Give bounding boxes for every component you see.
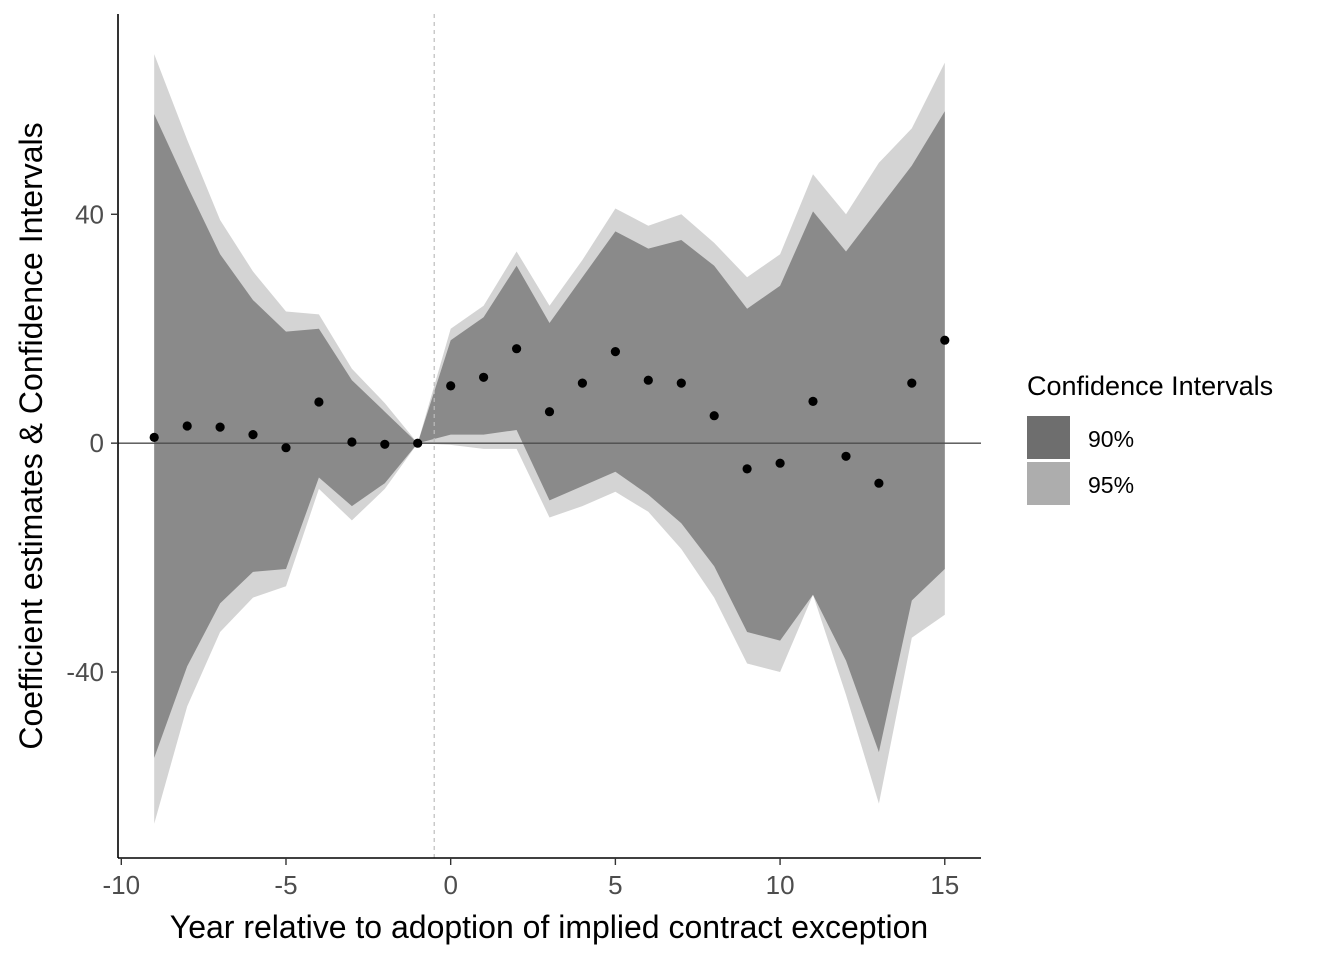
coefficient-point	[182, 421, 192, 431]
y-tick-label: 40	[75, 199, 104, 229]
x-tick-label: -5	[274, 870, 297, 900]
legend-swatch-90	[1027, 416, 1070, 459]
x-tick-label: 0	[443, 870, 457, 900]
legend: Confidence Intervals 90% 95%	[1027, 371, 1273, 505]
coefficient-point	[446, 381, 456, 391]
coefficient-point	[511, 344, 522, 354]
coefficient-point	[413, 438, 423, 448]
coefficient-point	[775, 458, 785, 468]
x-tick-label: -10	[103, 870, 141, 900]
x-tick-label: 15	[930, 870, 959, 900]
coefficient-point	[907, 378, 917, 388]
coefficient-point	[808, 396, 818, 406]
coefficient-point	[215, 422, 225, 432]
coefficient-point	[347, 437, 357, 447]
coefficient-point	[380, 439, 390, 449]
coefficient-point	[149, 432, 159, 442]
legend-swatch-95	[1027, 462, 1070, 505]
coefficient-point	[676, 378, 686, 388]
legend-title: Confidence Intervals	[1027, 371, 1273, 401]
coefficient-point	[248, 430, 258, 440]
coefficient-point	[940, 335, 950, 345]
axes: -10 -5 0 5 10 15 -40 0 40	[66, 14, 981, 900]
coefficient-point	[314, 397, 324, 407]
coefficient-point	[544, 407, 555, 417]
coefficient-point	[479, 372, 489, 382]
y-tick-label: 0	[90, 428, 104, 458]
y-tick-label: -40	[66, 657, 104, 687]
coefficient-point	[874, 478, 884, 488]
coefficient-point	[281, 443, 291, 453]
coefficient-point	[742, 464, 752, 474]
x-tick-label: 5	[608, 870, 622, 900]
coefficient-point	[610, 347, 621, 357]
x-tick-label: 10	[766, 870, 795, 900]
coefficient-point	[841, 451, 851, 461]
coefficient-point	[577, 378, 588, 388]
ci-90-band	[154, 111, 945, 758]
coefficient-point	[709, 411, 719, 421]
coefficient-points	[149, 335, 950, 488]
legend-label-95: 95%	[1088, 472, 1134, 498]
confidence-bands	[154, 54, 945, 824]
legend-label-90: 90%	[1088, 426, 1134, 452]
x-axis-title: Year relative to adoption of implied con…	[170, 909, 928, 945]
reference-lines	[118, 14, 981, 858]
y-axis-title: Coefficient estimates & Confidence Inter…	[13, 122, 49, 749]
coefficient-point	[643, 375, 653, 385]
